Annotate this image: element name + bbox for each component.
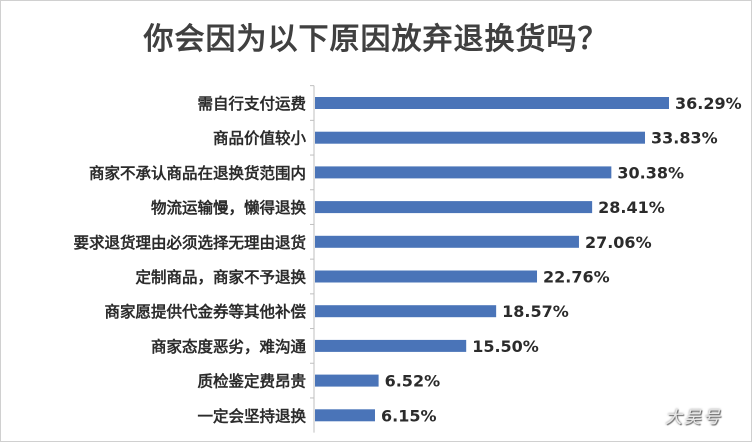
category-label: 商家不承认商品在退换货范围内 [89,163,306,182]
bar [315,305,497,318]
bar [315,339,467,352]
chart-title: 你会因为以下原因放弃退换货吗？ [143,22,609,57]
bar [315,374,379,387]
category-label: 质检鉴定费昂贵 [197,372,306,391]
bar [315,409,375,422]
category-label: 定制商品，商家不予退换 [135,268,306,287]
bar [315,270,538,283]
value-label: 22.76% [543,268,610,287]
value-label: 6.15% [381,406,437,425]
category-label: 要求退货理由必须选择无理由退货 [73,233,306,252]
bar [315,166,612,179]
bar [315,131,646,144]
value-label: 18.57% [502,302,569,321]
bar [315,235,579,248]
value-label: 30.38% [617,163,684,182]
bar [315,201,593,214]
value-label: 27.06% [585,233,652,252]
value-label: 28.41% [598,198,665,217]
category-label: 商家愿提供代金券等其他补偿 [104,302,306,321]
category-label: 需自行支付运费 [197,94,306,113]
category-label: 物流运输慢，懒得退换 [151,198,307,217]
value-label: 15.50% [472,337,539,356]
bar [315,97,669,109]
category-label: 一定会坚持退换 [197,406,306,425]
watermark: 大吴号 [665,408,722,428]
value-label: 6.52% [385,372,441,391]
value-label: 33.83% [651,129,718,148]
category-label: 商品价值较小 [213,129,307,148]
value-label: 36.29% [675,94,742,113]
category-label: 商家态度恶劣，难沟通 [151,337,307,356]
